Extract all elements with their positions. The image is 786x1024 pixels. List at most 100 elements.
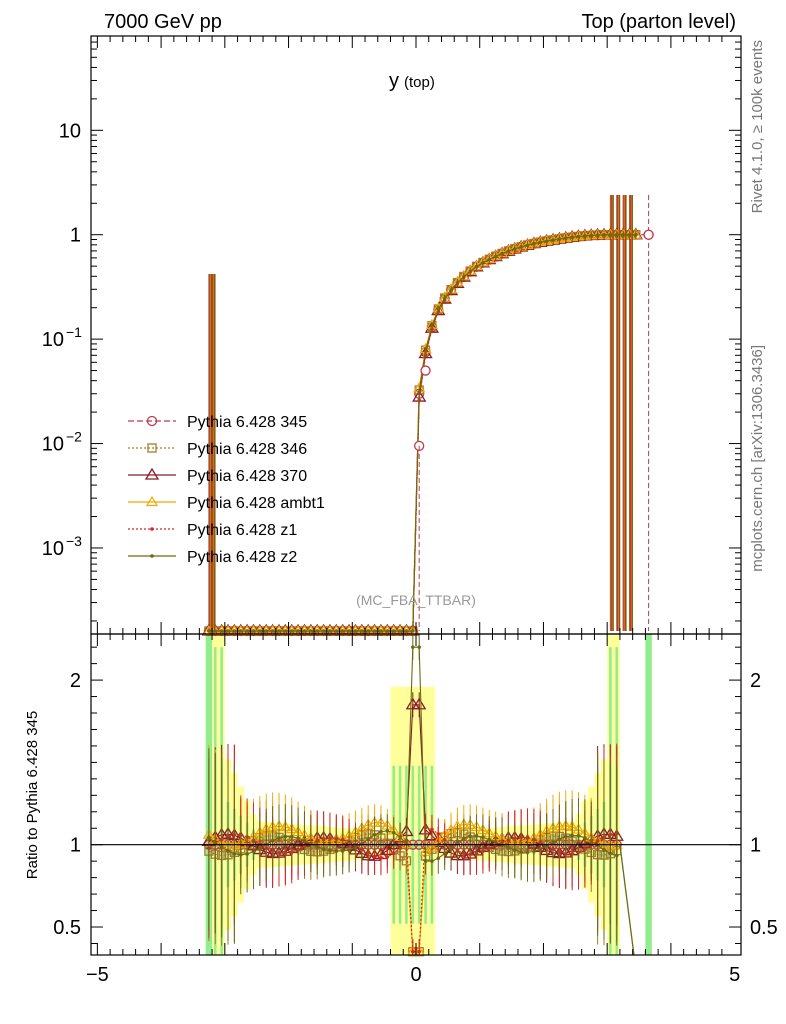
ratio-point-z2 bbox=[423, 859, 428, 863]
ratio-point-z2 bbox=[321, 847, 326, 852]
data-point-z2 bbox=[506, 249, 511, 253]
data-point-z2 bbox=[398, 629, 402, 633]
ratio-band-edge bbox=[645, 634, 652, 955]
y-tick-label-ratio-right: 0.5 bbox=[750, 917, 778, 939]
data-point-z2 bbox=[219, 629, 224, 633]
ratio-point-z2 bbox=[238, 852, 243, 857]
data-point-z2 bbox=[576, 234, 581, 239]
ratio-point-z2 bbox=[270, 838, 275, 843]
data-point-z2 bbox=[379, 629, 383, 633]
y-tick-label-ratio: 2 bbox=[70, 670, 81, 692]
data-point-z2 bbox=[391, 629, 396, 633]
ratio-point-z2 bbox=[328, 848, 332, 853]
data-point-z2 bbox=[525, 243, 530, 247]
ratio-point-z2 bbox=[245, 852, 249, 856]
data-point-z2 bbox=[347, 629, 351, 633]
legend-label-z1: Pythia 6.428 z1 bbox=[187, 522, 297, 539]
ratio-point-z2 bbox=[506, 845, 511, 850]
y-tick-label-main: 10 bbox=[42, 329, 64, 351]
plot-title-sub: (top) bbox=[404, 74, 435, 91]
ratio-point-z2 bbox=[366, 837, 371, 841]
ratio-point-z2 bbox=[430, 859, 434, 863]
ratio-point-z2 bbox=[557, 837, 562, 841]
data-point-z2 bbox=[602, 233, 606, 237]
data-point-345 bbox=[420, 365, 431, 376]
data-point-z2 bbox=[321, 629, 326, 633]
ratio-point-370 bbox=[412, 697, 427, 710]
ratio-point-z1 bbox=[391, 851, 396, 856]
header-right: Top (parton level) bbox=[581, 11, 736, 33]
ratio-point-z2 bbox=[583, 836, 587, 840]
y-tick-exponent: −1 bbox=[66, 324, 82, 340]
main-frame bbox=[90, 35, 742, 635]
ratio-point-z2 bbox=[411, 645, 415, 649]
ratio-point-z2 bbox=[608, 851, 613, 856]
data-point-z2 bbox=[353, 629, 358, 633]
data-point-z2 bbox=[436, 307, 441, 312]
data-point-z2 bbox=[232, 629, 237, 633]
ratio-point-z2 bbox=[532, 849, 536, 854]
y-tick-label-ratio-right: 2 bbox=[750, 670, 761, 692]
header-left: 7000 GeV pp bbox=[104, 11, 222, 33]
data-point-z2 bbox=[614, 232, 619, 237]
ratio-tail bbox=[619, 844, 635, 956]
ratio-point-z2 bbox=[551, 840, 555, 845]
data-point-z2 bbox=[411, 629, 415, 633]
ratio-data bbox=[91, 634, 741, 957]
data-point-z2 bbox=[563, 236, 568, 240]
legend-marker-z1 bbox=[150, 527, 154, 531]
legend: Pythia 6.428 345 Pythia 6.428 346 Pythia 6… bbox=[128, 414, 325, 566]
data-point-z2 bbox=[455, 281, 460, 285]
y-tick-label-main: 1 bbox=[70, 225, 81, 247]
ratio-point-z2 bbox=[461, 836, 466, 841]
data-point-z2 bbox=[366, 629, 371, 633]
mcplots-reference: mcplots.cern.ch [arXiv:1306.3436] bbox=[749, 345, 766, 572]
y-tick-label-main: 10 bbox=[42, 538, 64, 560]
data-point-z2 bbox=[487, 257, 492, 262]
data-point-z2 bbox=[372, 629, 377, 633]
ratio-point-z2 bbox=[391, 830, 396, 835]
series-line-370 bbox=[208, 234, 636, 632]
x-tick-label: −5 bbox=[86, 964, 109, 986]
data-point-z2 bbox=[449, 288, 453, 292]
series-line-345 bbox=[208, 234, 649, 632]
data-point-z2 bbox=[417, 390, 421, 394]
ratio-point-z2 bbox=[251, 849, 256, 854]
ratio-point-z2 bbox=[296, 836, 300, 841]
ratio-point-z2 bbox=[385, 829, 390, 833]
data-point-z2 bbox=[270, 629, 275, 633]
data-point-z2 bbox=[442, 296, 447, 301]
y-tick-label-ratio-right: 1 bbox=[750, 835, 761, 857]
data-point-z2 bbox=[551, 238, 555, 242]
data-point-z2 bbox=[519, 245, 523, 249]
ratio-point-z1 bbox=[430, 827, 434, 832]
data-point-z2 bbox=[468, 269, 472, 274]
data-point-z2 bbox=[570, 235, 574, 239]
data-point-z2 bbox=[461, 274, 466, 279]
series-line-ambt1 bbox=[208, 234, 636, 632]
data-point-345 bbox=[643, 229, 654, 240]
ratio-point-z2 bbox=[487, 837, 492, 842]
y-tick-label-main: 10 bbox=[59, 120, 81, 142]
data-point-z2 bbox=[493, 254, 498, 259]
data-point-z2 bbox=[245, 629, 249, 633]
ratio-point-z2 bbox=[602, 847, 606, 852]
y-tick-exponent: −3 bbox=[66, 533, 82, 549]
data-point-z2 bbox=[481, 260, 485, 265]
ratio-point-z2 bbox=[213, 840, 218, 845]
ratio-point-z1 bbox=[436, 832, 441, 836]
ratio-point-z2 bbox=[315, 844, 320, 849]
data-point-z2 bbox=[474, 264, 479, 269]
data-point-z2 bbox=[532, 241, 536, 246]
legend-marker-346 bbox=[147, 443, 157, 453]
ratio-point-z2 bbox=[347, 848, 351, 852]
data-point-z2 bbox=[296, 629, 300, 633]
data-point-z2 bbox=[360, 629, 364, 633]
y-tick-label-ratio: 1 bbox=[70, 835, 81, 857]
data-point-z2 bbox=[283, 629, 288, 633]
data-point-z2 bbox=[538, 240, 543, 244]
ratio-point-z2 bbox=[442, 851, 447, 856]
ratio-point-z2 bbox=[576, 833, 581, 838]
